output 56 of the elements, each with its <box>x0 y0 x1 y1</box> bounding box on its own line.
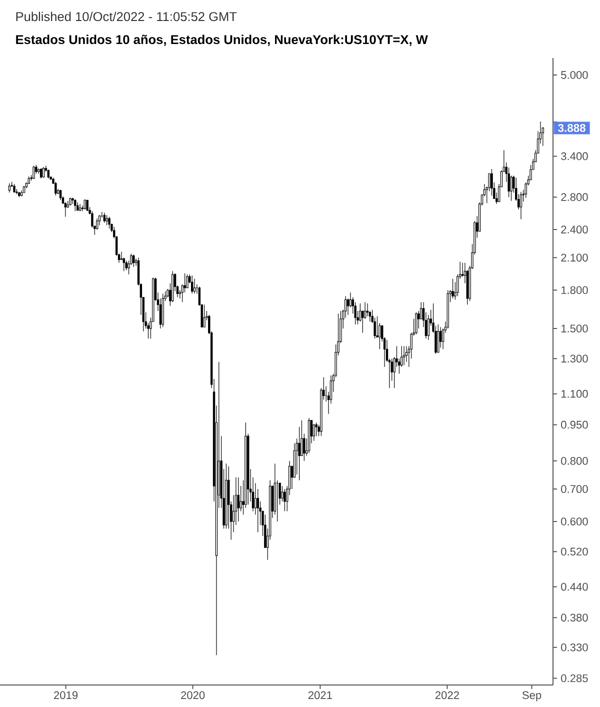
candlestick <box>402 346 406 366</box>
y-tick-label: 0.380 <box>561 614 588 622</box>
candlestick <box>418 310 420 329</box>
candlestick <box>237 477 240 522</box>
x-tick-label: Sep <box>522 691 542 702</box>
x-tick-label: 2020 <box>181 691 205 700</box>
x-tick-label: 2021 <box>308 691 332 700</box>
candlestick <box>362 310 364 334</box>
chart-title: Estados Unidos 10 años, Estados Unidos, NuevaYork:US10YT=X, W <box>16 34 428 46</box>
x-tick-label: 2019 <box>54 691 78 700</box>
candlestick <box>132 254 135 268</box>
candlestick <box>184 272 186 293</box>
y-tick-label: 0.800 <box>561 456 588 465</box>
candlestick <box>47 169 50 179</box>
y-tick-label: 0.950 <box>561 420 588 429</box>
candlestick <box>452 278 454 299</box>
y-tick-label: 1.300 <box>561 354 588 363</box>
y-tick-label: 5.000 <box>561 71 588 79</box>
x-tick-label: 2022 <box>435 691 459 700</box>
candlestick <box>303 433 306 462</box>
y-tick-label: 1.800 <box>561 286 588 294</box>
y-tick-label: 2.100 <box>561 254 588 262</box>
candlestick <box>54 182 57 196</box>
candlestick <box>490 168 493 196</box>
text: Published 10/Oct/2022 - 11:05:52 GMT <box>16 12 237 22</box>
y-tick-label: 0.600 <box>561 518 588 526</box>
candlestick <box>74 199 76 212</box>
y-tick-label: 0.440 <box>561 582 588 591</box>
y-tick-label: 3.400 <box>561 152 588 160</box>
candlestick <box>442 328 444 350</box>
candlestick <box>284 488 286 512</box>
candlestick <box>376 316 378 338</box>
y-tick-label: 1.100 <box>561 390 588 398</box>
y-tick-label: 2.400 <box>561 226 588 234</box>
candlestick <box>18 192 20 198</box>
candlestick <box>86 200 88 212</box>
candlestick <box>264 514 266 548</box>
candlestick <box>308 418 310 454</box>
candlestick <box>108 216 110 229</box>
candlestick <box>78 204 82 212</box>
y-tick-label: 0.285 <box>561 674 588 682</box>
y-tick-label: 2.800 <box>561 193 588 201</box>
y-tick-label: 0.330 <box>561 643 588 652</box>
y-tick-label: 0.520 <box>561 548 588 556</box>
annotation: 3.888 <box>558 124 586 132</box>
candlestick <box>354 302 356 325</box>
candlestick <box>247 433 250 505</box>
candlestick <box>315 422 318 436</box>
candlestick <box>125 260 128 270</box>
candlestick <box>13 184 16 193</box>
candlestick <box>520 192 522 220</box>
y-tick-label: 0.700 <box>561 485 588 493</box>
candlestick <box>98 214 101 226</box>
candlestick <box>193 278 196 294</box>
y-tick-label: 1.500 <box>561 324 588 332</box>
candlestick <box>298 426 300 480</box>
